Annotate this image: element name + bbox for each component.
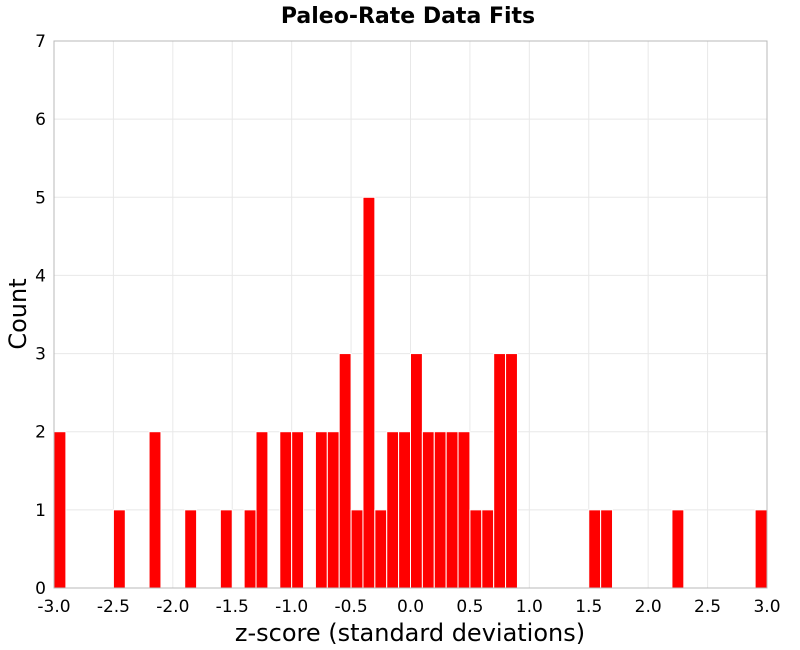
histogram-bar — [493, 353, 507, 589]
histogram-bar — [314, 431, 328, 589]
histogram-bar — [505, 353, 518, 589]
histogram-bar — [600, 509, 614, 589]
histogram-bar — [433, 431, 447, 589]
y-tick-label: 5 — [35, 188, 46, 208]
y-axis-ticks: 0 1 2 3 4 5 6 7 — [35, 32, 46, 599]
histogram-bar — [338, 353, 352, 589]
histogram-bar — [445, 431, 459, 589]
x-axis-ticks: -3.0 -2.5 -2.0 -1.5 -1.0 -0.5 0.0 0.5 1.0 1.5 2.0 2… — [37, 597, 780, 617]
histogram-bar — [243, 509, 257, 589]
histogram-bar — [291, 431, 305, 589]
histogram-bar — [362, 196, 376, 589]
histogram-bar — [350, 509, 364, 589]
x-tick-label: -2.5 — [97, 597, 130, 617]
histogram-bar — [410, 353, 423, 589]
histogram-bar — [148, 431, 162, 589]
histogram-bar — [754, 509, 768, 589]
x-tick-label: 0.5 — [456, 597, 483, 617]
y-tick-label: 1 — [35, 501, 46, 521]
y-tick-label: 7 — [35, 32, 46, 52]
histogram-bar — [398, 431, 412, 589]
x-tick-label: -3.0 — [37, 597, 70, 617]
histogram-bar — [112, 509, 126, 589]
histogram-bar — [588, 509, 602, 589]
histogram-bar — [53, 431, 67, 589]
y-tick-label: 3 — [35, 345, 46, 365]
histogram-bar — [457, 431, 471, 589]
histogram-bar — [386, 431, 400, 589]
histogram-bar — [374, 509, 388, 589]
histogram-bar — [219, 509, 233, 589]
plot-frame — [53, 40, 768, 589]
x-tick-label: 1.5 — [575, 597, 602, 617]
x-tick-label: -0.5 — [334, 597, 367, 617]
x-tick-label: -1.0 — [275, 597, 308, 617]
histogram-bars — [53, 196, 768, 589]
histogram-bar — [421, 431, 435, 589]
y-tick-label: 4 — [35, 266, 46, 286]
histogram-bar — [671, 509, 685, 589]
histogram-bar — [326, 431, 340, 589]
x-axis-label: z-score (standard deviations) — [235, 619, 585, 647]
histogram-bar — [481, 509, 495, 589]
x-tick-label: 0.0 — [397, 597, 424, 617]
y-axis-label: Count — [4, 278, 32, 349]
histogram-bar — [469, 509, 483, 589]
x-tick-label: 1.0 — [516, 597, 543, 617]
x-tick-label: -2.0 — [156, 597, 189, 617]
y-tick-label: 0 — [35, 579, 46, 599]
x-tick-label: 2.0 — [635, 597, 662, 617]
histogram-bar — [255, 431, 269, 589]
x-tick-label: 3.0 — [753, 597, 780, 617]
histogram-bar — [184, 509, 198, 589]
y-tick-label: 2 — [35, 423, 46, 443]
histogram-bar — [279, 431, 293, 589]
chart-title: Paleo-Rate Data Fits — [281, 4, 535, 29]
x-tick-label: 2.5 — [694, 597, 721, 617]
x-tick-label: -1.5 — [216, 597, 249, 617]
y-tick-label: 6 — [35, 110, 46, 130]
